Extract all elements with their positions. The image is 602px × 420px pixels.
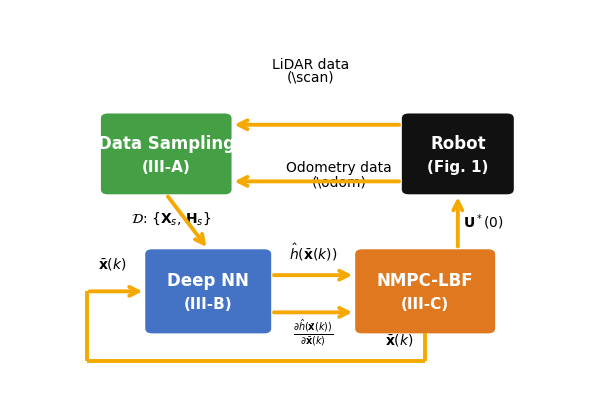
Text: (III-B): (III-B) [184,297,232,312]
Text: Robot: Robot [430,134,486,152]
Text: NMPC-LBF: NMPC-LBF [377,272,474,290]
Text: $\hat{h}(\bar{\mathbf{x}}(k))$: $\hat{h}(\bar{\mathbf{x}}(k))$ [289,242,337,263]
Text: (\odom): (\odom) [311,175,366,189]
Text: (\scan): (\scan) [287,71,335,85]
Text: (III-A): (III-A) [142,160,191,175]
Text: Data Sampling: Data Sampling [98,134,235,152]
Text: $\mathbf{U}^*(0)$: $\mathbf{U}^*(0)$ [463,212,504,231]
Text: Deep NN: Deep NN [167,272,249,290]
Text: $\bar{\mathbf{x}}(k)$: $\bar{\mathbf{x}}(k)$ [385,332,414,348]
Text: $\mathcal{D}$: {$\mathbf{X}_s$, $\mathbf{H}_s$}: $\mathcal{D}$: {$\mathbf{X}_s$, $\mathbf… [131,210,212,227]
FancyBboxPatch shape [101,113,232,194]
Text: (III-C): (III-C) [401,297,449,312]
FancyBboxPatch shape [402,113,514,194]
FancyBboxPatch shape [145,249,272,333]
Text: Odometry data: Odometry data [286,161,392,176]
Text: LiDAR data: LiDAR data [272,58,350,72]
Text: (Fig. 1): (Fig. 1) [427,160,488,175]
Text: $\bar{\mathbf{x}}(k)$: $\bar{\mathbf{x}}(k)$ [98,256,127,272]
Text: $\frac{\partial \hat{h}(\bar{\mathbf{x}}(k))}{\partial \bar{\mathbf{x}}(k)}$: $\frac{\partial \hat{h}(\bar{\mathbf{x}}… [293,318,334,349]
FancyBboxPatch shape [355,249,495,333]
